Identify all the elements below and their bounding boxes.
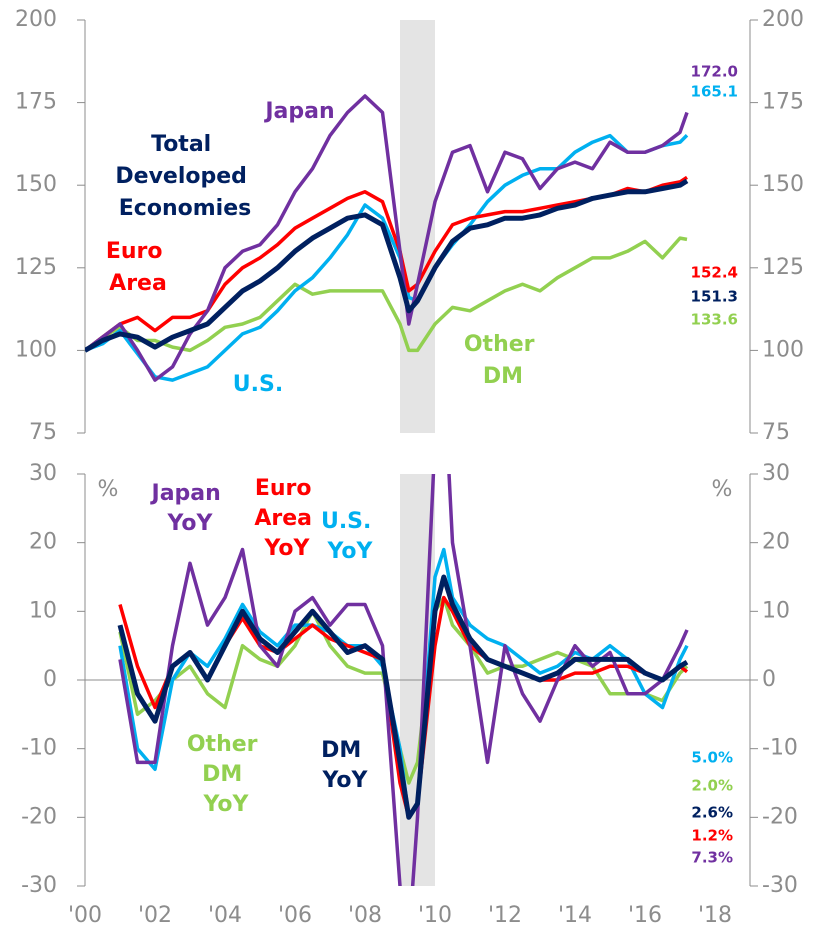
end-label: 7.3%	[691, 849, 733, 867]
y-tick-label-right: -30	[762, 873, 798, 898]
series-label: Other DM YoY	[187, 732, 265, 817]
end-label: 165.1	[691, 83, 738, 101]
series-label: Japan YoY	[150, 481, 229, 536]
y-tick-label: 200	[15, 7, 57, 32]
x-tick-label: '16	[628, 903, 662, 928]
y-tick-label-right: -20	[762, 804, 798, 829]
y-tick-label-right: 100	[762, 337, 804, 362]
series-label: Japan	[263, 99, 334, 124]
y-tick-label-right: 175	[762, 90, 804, 115]
y-tick-label: 0	[43, 667, 57, 692]
end-label: 152.4	[691, 264, 738, 282]
x-tick-label: '00	[68, 903, 102, 928]
end-label: 172.0	[691, 63, 738, 81]
end-label: 151.3	[691, 288, 738, 306]
series-label: Other DM	[464, 332, 542, 389]
end-label: 133.6	[691, 311, 738, 329]
series-line	[85, 236, 688, 353]
series-line	[117, 574, 689, 820]
series-line	[118, 474, 689, 886]
y-tick-label-right: 10	[762, 598, 790, 623]
y-tick-label: 30	[29, 461, 57, 486]
y-tick-label: 125	[15, 255, 57, 280]
series-label: U.S.	[233, 372, 283, 397]
series-line	[85, 94, 689, 382]
end-label: 2.0%	[691, 777, 733, 795]
y-tick-label-right: 150	[762, 172, 804, 197]
y-tick-label: -20	[21, 804, 57, 829]
y-tick-label-right: 30	[762, 461, 790, 486]
y-tick-label-right: 0	[762, 667, 776, 692]
end-label: 1.2%	[691, 827, 733, 845]
series-label: DM YoY	[321, 738, 369, 793]
series-label: Euro Area YoY	[254, 476, 319, 561]
y-tick-label: 20	[29, 530, 57, 555]
series-label: Total Developed Economies	[115, 132, 254, 221]
x-tick-label: '18	[698, 903, 732, 928]
y-tick-label: 150	[15, 172, 57, 197]
x-tick-label: '04	[208, 903, 242, 928]
x-tick-label: '08	[348, 903, 382, 928]
y-tick-label: 175	[15, 90, 57, 115]
x-tick-label: '14	[558, 903, 592, 928]
series-label: Euro Area	[106, 239, 170, 296]
unit-label: %	[712, 477, 733, 502]
y-tick-label: -10	[21, 736, 57, 761]
y-tick-label-right: -10	[762, 736, 798, 761]
y-tick-label: -30	[21, 873, 57, 898]
y-tick-label-right: 20	[762, 530, 790, 555]
x-tick-label: '06	[278, 903, 312, 928]
y-tick-label: 10	[29, 598, 57, 623]
y-tick-label: 100	[15, 337, 57, 362]
x-tick-label: '10	[418, 903, 452, 928]
y-tick-label-right: 75	[762, 420, 790, 445]
x-tick-label: '12	[488, 903, 522, 928]
y-tick-label: 75	[29, 420, 57, 445]
y-tick-label-right: 200	[762, 7, 804, 32]
y-tick-label-right: 125	[762, 255, 804, 280]
x-tick-label: '02	[138, 903, 172, 928]
end-label: 2.6%	[691, 804, 733, 822]
series-line	[85, 178, 689, 353]
series-label: U.S. YoY	[321, 509, 379, 564]
unit-label: %	[98, 477, 119, 502]
end-label: 5.0%	[691, 749, 733, 767]
